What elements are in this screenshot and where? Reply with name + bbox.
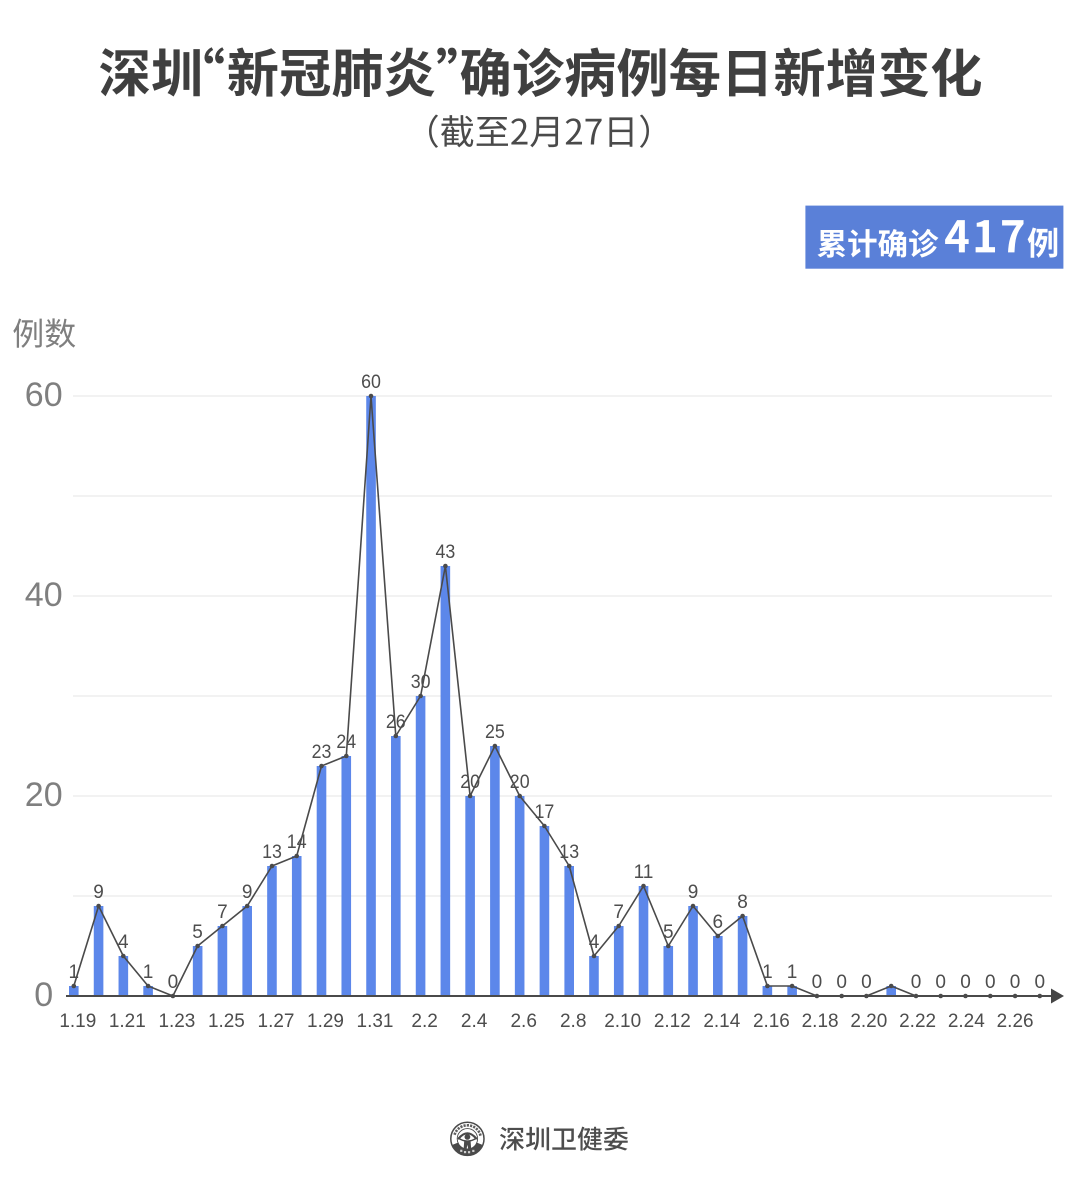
svg-text:2.24: 2.24	[948, 1010, 985, 1032]
svg-text:43: 43	[436, 542, 456, 563]
svg-text:2.22: 2.22	[899, 1010, 936, 1032]
svg-text:1: 1	[762, 962, 773, 983]
svg-text:7: 7	[613, 902, 624, 923]
svg-text:13: 13	[262, 842, 282, 863]
svg-text:8: 8	[737, 892, 748, 913]
svg-text:1.19: 1.19	[59, 1010, 96, 1032]
svg-text:17: 17	[535, 802, 555, 823]
svg-text:5: 5	[192, 922, 203, 943]
svg-text:1: 1	[69, 962, 80, 983]
svg-text:1.23: 1.23	[158, 1010, 195, 1032]
svg-text:2.14: 2.14	[703, 1010, 740, 1032]
svg-text:2.6: 2.6	[510, 1010, 537, 1032]
svg-text:40: 40	[25, 576, 63, 614]
svg-text:60: 60	[25, 376, 63, 414]
svg-text:20: 20	[460, 772, 480, 793]
svg-text:14: 14	[287, 832, 307, 853]
svg-text:5: 5	[663, 922, 674, 943]
svg-text:1.29: 1.29	[307, 1010, 344, 1032]
svg-text:0: 0	[34, 976, 53, 1014]
svg-text:7: 7	[217, 902, 228, 923]
svg-text:2.26: 2.26	[997, 1010, 1034, 1032]
svg-text:9: 9	[93, 882, 104, 903]
svg-text:1: 1	[143, 962, 154, 983]
svg-text:9: 9	[242, 882, 253, 903]
svg-text:2.18: 2.18	[802, 1010, 839, 1032]
svg-text:0: 0	[861, 972, 872, 993]
svg-text:30: 30	[411, 672, 431, 693]
svg-text:0: 0	[836, 972, 847, 993]
svg-text:2.12: 2.12	[654, 1010, 691, 1032]
svg-text:0: 0	[960, 972, 971, 993]
svg-text:4: 4	[589, 932, 600, 953]
svg-text:9: 9	[688, 882, 699, 903]
svg-text:6: 6	[713, 912, 724, 933]
svg-text:0: 0	[812, 972, 823, 993]
svg-text:0: 0	[985, 972, 996, 993]
svg-text:26: 26	[386, 712, 406, 733]
svg-text:25: 25	[485, 722, 505, 743]
svg-text:2.20: 2.20	[850, 1010, 887, 1032]
svg-text:60: 60	[361, 372, 381, 393]
svg-text:0: 0	[1010, 972, 1021, 993]
svg-text:1.21: 1.21	[109, 1010, 146, 1032]
svg-text:0: 0	[168, 972, 179, 993]
svg-text:1.25: 1.25	[208, 1010, 245, 1032]
svg-text:2.4: 2.4	[461, 1010, 488, 1032]
svg-text:4: 4	[118, 932, 129, 953]
svg-text:23: 23	[312, 742, 332, 763]
svg-text:11: 11	[634, 862, 654, 883]
svg-text:20: 20	[25, 776, 63, 814]
svg-text:24: 24	[336, 732, 356, 753]
svg-text:0: 0	[1035, 972, 1046, 993]
svg-text:2.16: 2.16	[753, 1010, 790, 1032]
svg-text:1: 1	[787, 962, 798, 983]
svg-text:2.10: 2.10	[604, 1010, 641, 1032]
svg-text:2.8: 2.8	[560, 1010, 587, 1032]
svg-text:2.2: 2.2	[411, 1010, 438, 1032]
svg-text:0: 0	[935, 972, 946, 993]
svg-text:1.27: 1.27	[258, 1010, 295, 1032]
svg-text:0: 0	[911, 972, 922, 993]
svg-text:1.31: 1.31	[357, 1010, 394, 1032]
svg-text:20: 20	[510, 772, 530, 793]
svg-text:13: 13	[559, 842, 579, 863]
